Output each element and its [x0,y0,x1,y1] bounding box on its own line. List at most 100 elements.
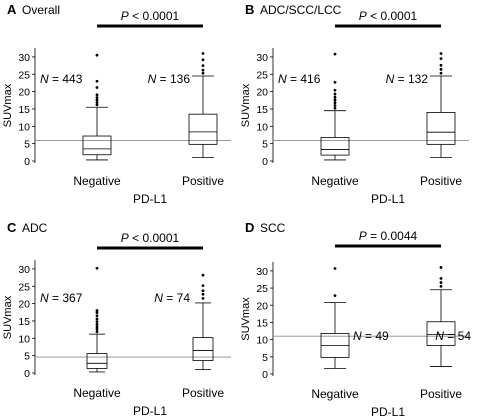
y-axis-label: SUVmax [2,295,14,339]
panel-title: ADC/SCC/LCC [260,3,342,17]
y-tick-label: 30 [256,52,268,64]
p-value: P < 0.0001 [121,9,180,23]
n-label-negative: N = 416 [278,72,321,86]
outlier-point-negative [95,266,99,270]
box-positive [188,113,218,145]
outlier-point-positive [439,71,443,75]
outlier-point-negative [333,104,337,107]
outlier-point-negative [95,311,99,315]
outlier-point-negative [95,96,99,99]
y-tick-label: 25 [256,69,268,81]
outlier-point-negative [333,267,337,270]
outlier-point-negative [95,317,99,321]
outlier-point-negative [95,86,99,89]
y-tick-label: 15 [256,317,268,329]
outlier-point-negative [333,92,337,96]
panel-c: C ADC P < 0.0001 0 5 10 15 20 25 30 SUVmax Negative… [2,220,231,416]
outlier-point-negative [95,314,99,318]
y-tick-label: 15 [18,316,30,328]
outlier-point-negative [333,95,337,99]
panel-letter: C [7,220,17,235]
y-tick-label: 15 [256,104,268,116]
y-axis-label: SUVmax [240,297,252,341]
n-label-negative: N = 367 [40,291,83,305]
x-axis-label: PD-L1 [371,405,405,416]
outlier-point-negative [333,88,337,92]
panel-letter: B [245,2,254,17]
y-tick-label: 25 [256,283,268,295]
p-value: P < 0.0001 [359,9,418,23]
box-negative [86,353,108,369]
outlier-point-negative [333,101,337,105]
y-axis-label: SUVmax [2,83,14,127]
n-label-positive: N = 132 [386,72,429,86]
outlier-point-negative [333,98,337,102]
outlier-point-positive [201,68,205,72]
p-value: P < 0.0001 [121,231,180,245]
y-tick-label: 5 [24,139,30,151]
y-tick-label: 20 [256,300,268,312]
y-tick-label: 5 [262,352,268,364]
outlier-point-positive [439,63,443,67]
outlier-point-negative [95,330,99,334]
panel-d: D SCC P = 0.0044 0 5 10 15 20 25 30 SUVmax Negative… [240,220,471,416]
n-label-positive: N = 54 [435,329,471,343]
outlier-point-negative [95,100,99,104]
n-label-positive: N = 136 [148,72,191,86]
outlier-point-positive [201,297,205,300]
y-tick-label: 0 [262,156,268,168]
y-tick-label: 20 [256,87,268,99]
x-category-label-negative: Negative [73,174,121,188]
y-tick-label: 25 [18,281,30,293]
outlier-point-positive [201,284,205,287]
x-axis-label: PD-L1 [371,192,405,206]
y-tick-label: 15 [18,104,30,116]
x-category-label-positive: Positive [182,174,224,188]
outlier-point-negative [95,309,99,312]
outlier-point-negative [95,98,99,102]
x-axis-label: PD-L1 [133,192,167,206]
box-positive [426,321,456,346]
outlier-point-positive [439,68,443,71]
outlier-point-positive [201,71,205,75]
x-category-label-negative: Negative [311,174,359,188]
outlier-point-negative [95,323,99,326]
outlier-point-negative [333,294,337,298]
y-tick-label: 20 [18,87,30,99]
box-negative [320,137,350,156]
x-category-label-positive: Positive [420,387,462,401]
panel-letter: D [245,220,254,235]
outlier-point-positive [201,64,205,68]
y-axis-label: SUVmax [240,83,252,127]
x-axis-label: PD-L1 [133,404,167,416]
outlier-point-negative [95,327,99,331]
outlier-point-positive [201,292,205,296]
y-tick-label: 30 [18,264,30,276]
x-category-label-negative: Negative [73,386,121,400]
outlier-point-negative [95,320,99,324]
box-positive [426,112,456,145]
y-tick-label: 30 [256,266,268,278]
y-tick-label: 5 [262,139,268,151]
outlier-point-positive [201,289,205,293]
outlier-point-positive [439,52,443,55]
outlier-point-negative [333,52,337,56]
y-tick-label: 10 [256,335,268,347]
panel-title: ADC [22,221,48,235]
n-label-negative: N = 49 [353,329,389,343]
n-label-positive: N = 74 [154,291,190,305]
panel-a: A Overall P < 0.0001 0 5 10 15 20 25 30 SUVmax Nega… [2,2,231,206]
y-tick-label: 30 [18,52,30,64]
outlier-point-positive [439,284,443,288]
y-tick-label: 25 [18,69,30,81]
outlier-point-positive [439,281,443,284]
y-tick-label: 10 [18,333,30,345]
outlier-point-negative [95,325,99,329]
p-value: P = 0.0044 [359,229,418,243]
y-tick-label: 5 [24,351,30,363]
outlier-point-negative [333,80,337,84]
panel-b: B ADC/SCC/LCC P < 0.0001 0 5 10 15 20 25 30 SUVmax… [240,2,469,206]
x-category-label-positive: Positive [182,386,224,400]
box-negative [82,135,112,156]
y-tick-label: 0 [262,369,268,381]
